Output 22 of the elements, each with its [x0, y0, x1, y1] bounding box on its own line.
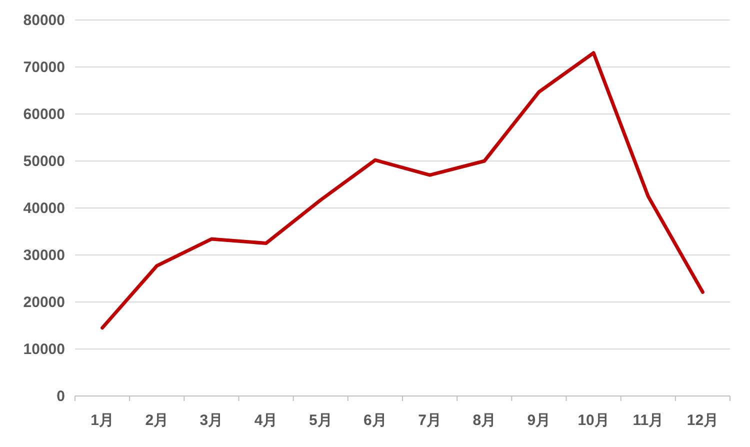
x-tick-label: 6月	[364, 412, 387, 429]
y-tick-label: 20000	[23, 294, 65, 311]
y-tick-label: 70000	[23, 59, 65, 76]
x-tick-label: 1月	[90, 412, 114, 429]
x-tick-label: 2月	[145, 412, 169, 429]
y-tick-label: 80000	[23, 12, 65, 29]
x-tick-label: 5月	[308, 412, 332, 429]
y-tick-label: 60000	[23, 106, 65, 123]
line-series	[100, 51, 704, 330]
y-tick-label: 0	[56, 388, 65, 405]
x-tick-label: 11月	[632, 412, 664, 429]
x-tick-label: 12月	[686, 412, 719, 429]
y-tick-label: 50000	[23, 153, 65, 170]
x-tick-label: 9月	[527, 412, 551, 429]
y-tick-label: 10000	[23, 341, 65, 358]
y-tick-label: 30000	[23, 247, 65, 264]
y-tick-label: 40000	[23, 200, 65, 217]
x-tick-label: 8月	[472, 412, 496, 429]
x-tick-label: 7月	[418, 412, 442, 429]
x-tick-label: 10月	[578, 412, 610, 429]
x-tick-label: 4月	[254, 412, 278, 429]
x-tick-label: 3月	[200, 412, 224, 429]
